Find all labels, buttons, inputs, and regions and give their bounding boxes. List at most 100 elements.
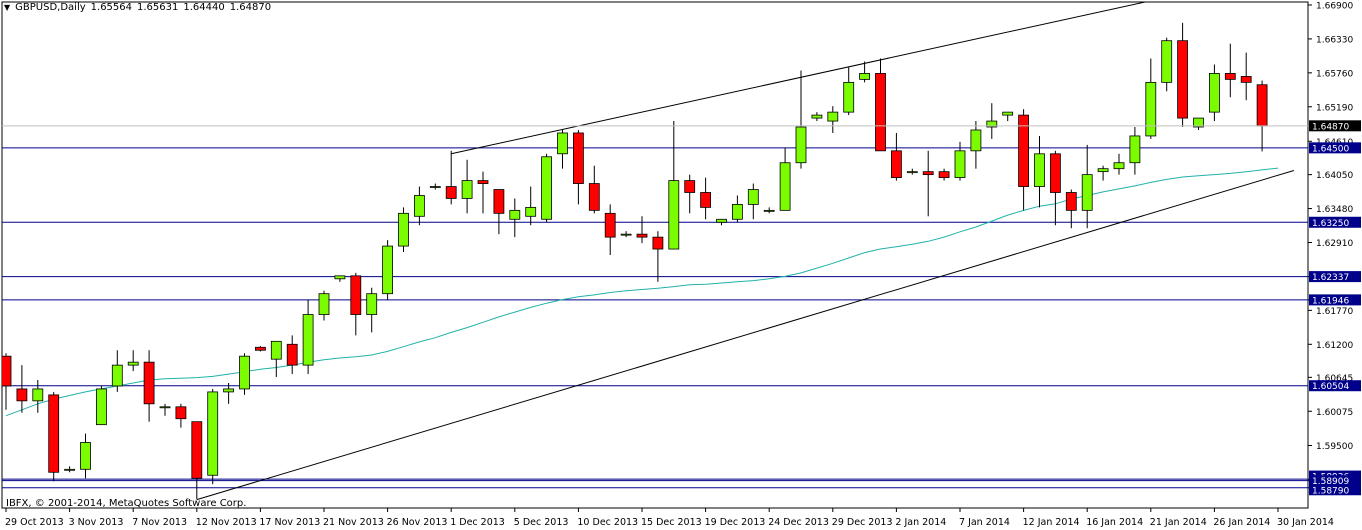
x-tick-label: 21 Jan 2014 — [1150, 517, 1207, 528]
bearish-candle — [1224, 73, 1236, 80]
bearish-candle — [1256, 84, 1268, 127]
level-price-label: 1.58909 — [1312, 477, 1349, 487]
bullish-candle — [96, 388, 107, 426]
level-price-label: 1.63250 — [1312, 219, 1349, 229]
x-tick-label: 29 Oct 2013 — [5, 517, 64, 528]
bearish-candle — [493, 189, 505, 214]
bullish-candle — [732, 203, 743, 220]
bearish-candle — [191, 421, 203, 479]
bullish-candle — [1129, 135, 1141, 164]
bullish-candle — [716, 218, 727, 223]
level-price-tag — [1309, 484, 1361, 496]
bullish-candle — [859, 73, 870, 80]
x-tick-label: 26 Nov 2013 — [387, 517, 448, 528]
bullish-candle — [1145, 81, 1157, 137]
level-price-label: 1.64500 — [1312, 144, 1349, 154]
bullish-candle — [382, 245, 394, 295]
bearish-candle — [684, 180, 696, 193]
bearish-candle — [1240, 76, 1252, 83]
x-tick-label: 24 Dec 2013 — [768, 517, 829, 528]
bearish-candle — [604, 212, 616, 238]
close-value: 1.64870 — [229, 2, 272, 13]
y-tick-label: 1.63480 — [1316, 205, 1353, 215]
bullish-candle — [223, 388, 235, 393]
low-value: 1.64440 — [183, 2, 225, 13]
bullish-candle — [986, 120, 998, 128]
y-tick-label: 1.61200 — [1316, 341, 1353, 351]
bullish-candle — [954, 150, 966, 179]
bullish-candle — [239, 355, 250, 390]
bullish-candle — [970, 129, 982, 152]
current-price-tag — [1309, 120, 1361, 132]
bullish-candle — [779, 162, 791, 211]
bullish-candle — [541, 156, 552, 220]
level-price-tag — [1309, 294, 1361, 306]
bearish-candle — [48, 394, 60, 473]
y-tick-label: 1.65760 — [1316, 69, 1353, 79]
bearish-candle — [700, 192, 711, 208]
x-tick-label: 2 Jan 2014 — [895, 517, 946, 528]
bearish-candle — [938, 171, 950, 179]
level-price-label: 1.62337 — [1312, 273, 1349, 283]
bullish-candle — [111, 364, 123, 387]
bearish-candle — [286, 343, 298, 366]
bearish-candle — [477, 180, 489, 184]
y-tick-label: 1.59500 — [1316, 442, 1353, 452]
bearish-candle — [445, 186, 457, 199]
plot-frame — [1, 1, 1309, 509]
bullish-candle — [509, 209, 521, 220]
bullish-candle — [1209, 73, 1220, 113]
bullish-candle — [413, 195, 425, 217]
x-tick-label: 16 Jan 2014 — [1086, 517, 1143, 528]
bearish-candle — [2, 355, 12, 387]
x-tick-label: 5 Dec 2013 — [514, 517, 569, 528]
level-price-label: 1.61946 — [1312, 296, 1349, 306]
x-tick-label: 15 Dec 2013 — [641, 517, 702, 528]
bullish-candle — [366, 293, 378, 315]
bullish-candle — [668, 180, 680, 250]
bullish-candle — [1034, 153, 1045, 187]
bullish-candle — [557, 132, 568, 155]
high-value: 1.65631 — [137, 2, 179, 13]
bullish-candle — [906, 171, 918, 174]
bullish-candle — [302, 314, 314, 366]
upper-channel-line — [451, 2, 1148, 155]
current-price-label: 1.64870 — [1312, 122, 1349, 132]
bullish-candle — [334, 275, 346, 280]
bullish-candle — [811, 114, 823, 119]
open-value: 1.65564 — [90, 2, 133, 13]
bullish-candle — [525, 206, 537, 217]
bearish-candle — [922, 171, 934, 176]
bullish-candle — [827, 111, 839, 122]
y-tick-label: 1.62910 — [1316, 239, 1353, 249]
bullish-candle — [64, 468, 75, 471]
bearish-candle — [254, 346, 266, 351]
bearish-candle — [875, 73, 886, 152]
bearish-candle — [143, 361, 155, 405]
bullish-candle — [207, 391, 219, 476]
triangle-down-icon[interactable]: ▼ — [4, 3, 11, 12]
x-tick-label: 17 Nov 2013 — [259, 517, 320, 528]
level-price-label: 1.60504 — [1312, 382, 1349, 392]
bullish-candle — [1002, 111, 1014, 116]
level-price-tag — [1309, 271, 1361, 283]
bullish-candle — [318, 293, 330, 315]
x-tick-label: 10 Dec 2013 — [577, 517, 638, 528]
level-price-label: 1.58790 — [1312, 486, 1349, 496]
bearish-candle — [16, 388, 28, 402]
y-tick-label: 1.61770 — [1316, 307, 1353, 317]
x-tick-label: 3 Nov 2013 — [69, 517, 124, 528]
level-price-tag — [1309, 380, 1361, 392]
x-tick-label: 19 Dec 2013 — [705, 517, 766, 528]
bullish-candle — [763, 209, 775, 212]
bearish-candle — [175, 406, 187, 420]
x-tick-label: 21 Nov 2013 — [323, 517, 384, 528]
level-price-tag — [1309, 475, 1361, 487]
x-tick-label: 7 Jan 2014 — [959, 517, 1010, 528]
bearish-candle — [350, 275, 362, 315]
bullish-candle — [461, 180, 473, 199]
bullish-candle — [1193, 117, 1204, 128]
level-price-tag — [1309, 142, 1361, 154]
bullish-candle — [1161, 40, 1173, 83]
